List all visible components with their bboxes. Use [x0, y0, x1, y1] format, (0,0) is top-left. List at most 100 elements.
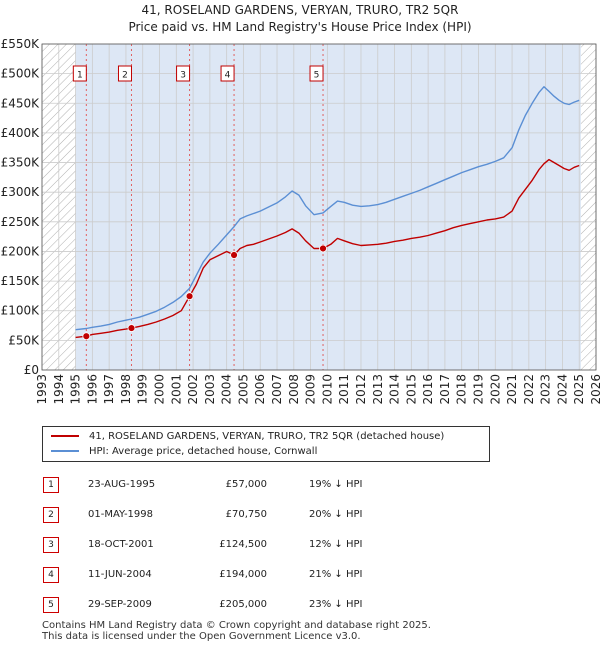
sale-label-5: 5: [314, 71, 320, 81]
x-tick-label: 2004: [220, 374, 234, 405]
x-tick-label: 2008: [287, 374, 301, 405]
table-row: 5 29-SEP-2009 £205,000 23% ↓ HPI: [42, 597, 442, 613]
row-price: £194,000: [219, 569, 267, 580]
price-chart: 1 2 3 4 5 £0 £50K £100K £150K £200K £250K £300K £350…: [1, 37, 600, 405]
legend-item-hpi: HPI: Average price, detached house, Corn…: [51, 445, 317, 459]
y-tick-label: £150K: [1, 274, 41, 288]
row-price: £70,750: [225, 509, 267, 520]
x-tick-label: 2017: [438, 374, 452, 405]
row-number-badge: 5: [43, 597, 59, 613]
row-number-badge: 1: [43, 477, 59, 493]
plot-border: [41, 43, 597, 371]
x-tick-label: 2003: [203, 374, 217, 405]
x-tick-label: 2007: [270, 374, 284, 405]
x-tick-label: 1998: [119, 374, 133, 405]
x-tick-label: 1993: [35, 374, 49, 405]
sale-point-1: [82, 332, 91, 341]
x-tick-label: 2011: [337, 374, 351, 405]
x-tick-label: 2014: [388, 374, 402, 405]
x-tick-label: 2024: [555, 374, 569, 405]
x-tick-label: 2005: [236, 374, 250, 405]
y-tick-label: £0: [24, 363, 39, 377]
x-tick-label: 2021: [505, 374, 519, 405]
x-tick-label: 2000: [153, 374, 167, 405]
y-tick-label: £50K: [8, 333, 40, 347]
title-subtitle: Price paid vs. HM Land Registry's House …: [128, 20, 472, 34]
x-tick-label: 1995: [69, 374, 83, 405]
y-tick-label: £400K: [1, 126, 41, 140]
row-hpi-diff: 21% ↓ HPI: [309, 569, 363, 580]
shaded-period: [75, 44, 581, 370]
sale-point-5: [319, 244, 327, 253]
row-hpi-diff: 12% ↓ HPI: [309, 539, 363, 550]
footer-copyright: Contains HM Land Registry data © Crown c…: [42, 620, 431, 631]
x-tick-label: 1999: [136, 374, 150, 405]
row-number-badge: 2: [43, 507, 59, 523]
x-tick-label: 2022: [522, 374, 536, 405]
legend-item-property: 41, ROSELAND GARDENS, VERYAN, TRURO, TR2…: [51, 430, 444, 444]
row-date: 23-AUG-1995: [88, 479, 156, 490]
x-tick-label: 2015: [404, 374, 418, 405]
x-tick-label: 2002: [186, 374, 200, 405]
x-tick-label: 2006: [253, 374, 267, 405]
sale-label-box: [72, 65, 87, 82]
y-tick-label: £250K: [1, 215, 41, 229]
title-address: 41, ROSELAND GARDENS, VERYAN, TRURO, TR2…: [141, 3, 459, 17]
row-hpi-diff: 19% ↓ HPI: [309, 479, 363, 490]
hpi-line: [75, 86, 580, 331]
x-tick-label: 1994: [52, 374, 66, 405]
y-tick-label: £350K: [1, 156, 41, 170]
row-date: 11-JUN-2004: [88, 569, 152, 580]
x-tick-label: 2025: [572, 374, 586, 405]
y-tick-label: £500K: [1, 67, 41, 81]
property-price-line: [75, 158, 580, 339]
y-tick-label: £100K: [1, 304, 41, 318]
sale-point-2: [127, 324, 136, 332]
sale-point-4: [230, 251, 238, 259]
sale-label-4: 4: [225, 71, 231, 81]
sale-label-box: [220, 65, 235, 82]
x-tick-label: 2012: [354, 374, 368, 405]
x-tick-label: 2020: [488, 374, 502, 405]
x-tick-label: 2023: [539, 374, 553, 405]
row-number-badge: 4: [43, 567, 59, 583]
row-hpi-diff: 20% ↓ HPI: [309, 509, 363, 520]
sale-point-3: [185, 292, 194, 301]
x-tick-label: 2013: [371, 374, 385, 405]
sale-label-box: [176, 65, 191, 82]
legend: 41, ROSELAND GARDENS, VERYAN, TRURO, TR2…: [42, 426, 490, 462]
sale-label-1: 1: [77, 71, 83, 81]
sale-label-box: [117, 65, 132, 82]
legend-label-property: 41, ROSELAND GARDENS, VERYAN, TRURO, TR2…: [89, 431, 445, 442]
footer-licence: This data is licensed under the Open Gov…: [42, 631, 361, 642]
footer: Contains HM Land Registry data © Crown c…: [42, 620, 431, 642]
table-row: 2 01-MAY-1998 £70,750 20% ↓ HPI: [42, 507, 442, 523]
sale-label-3: 3: [180, 71, 186, 81]
row-date: 18-OCT-2001: [88, 539, 154, 550]
x-tick-label: 1996: [85, 374, 99, 405]
x-tick-label: 2010: [320, 374, 334, 405]
y-tick-label: £450K: [1, 96, 41, 110]
y-tick-label: £550K: [1, 37, 41, 51]
x-tick-label: 2019: [471, 374, 485, 405]
x-tick-label: 2001: [169, 374, 183, 405]
row-hpi-diff: 23% ↓ HPI: [309, 599, 363, 610]
x-tick-label: 2018: [455, 374, 469, 405]
x-tick-label: 1997: [102, 374, 116, 405]
row-number-badge: 3: [43, 537, 59, 553]
x-tick-label: 2009: [304, 374, 318, 405]
sale-label-2: 2: [122, 71, 128, 81]
sale-label-box: [309, 65, 324, 82]
hatched-region-after: [580, 44, 596, 370]
table-row: 3 18-OCT-2001 £124,500 12% ↓ HPI: [42, 537, 442, 553]
legend-swatch-hpi: [51, 450, 79, 452]
y-tick-label: £300K: [1, 185, 41, 199]
table-row: 1 23-AUG-1995 £57,000 19% ↓ HPI: [42, 477, 442, 493]
row-price: £205,000: [219, 599, 267, 610]
x-tick-label: 2026: [589, 374, 600, 405]
legend-label-hpi: HPI: Average price, detached house, Corn…: [89, 446, 318, 457]
row-date: 29-SEP-2009: [88, 599, 152, 610]
x-tick-label: 2016: [421, 374, 435, 405]
row-price: £124,500: [219, 539, 267, 550]
chart-title: 41, ROSELAND GARDENS, VERYAN, TRURO, TR2…: [0, 2, 600, 36]
